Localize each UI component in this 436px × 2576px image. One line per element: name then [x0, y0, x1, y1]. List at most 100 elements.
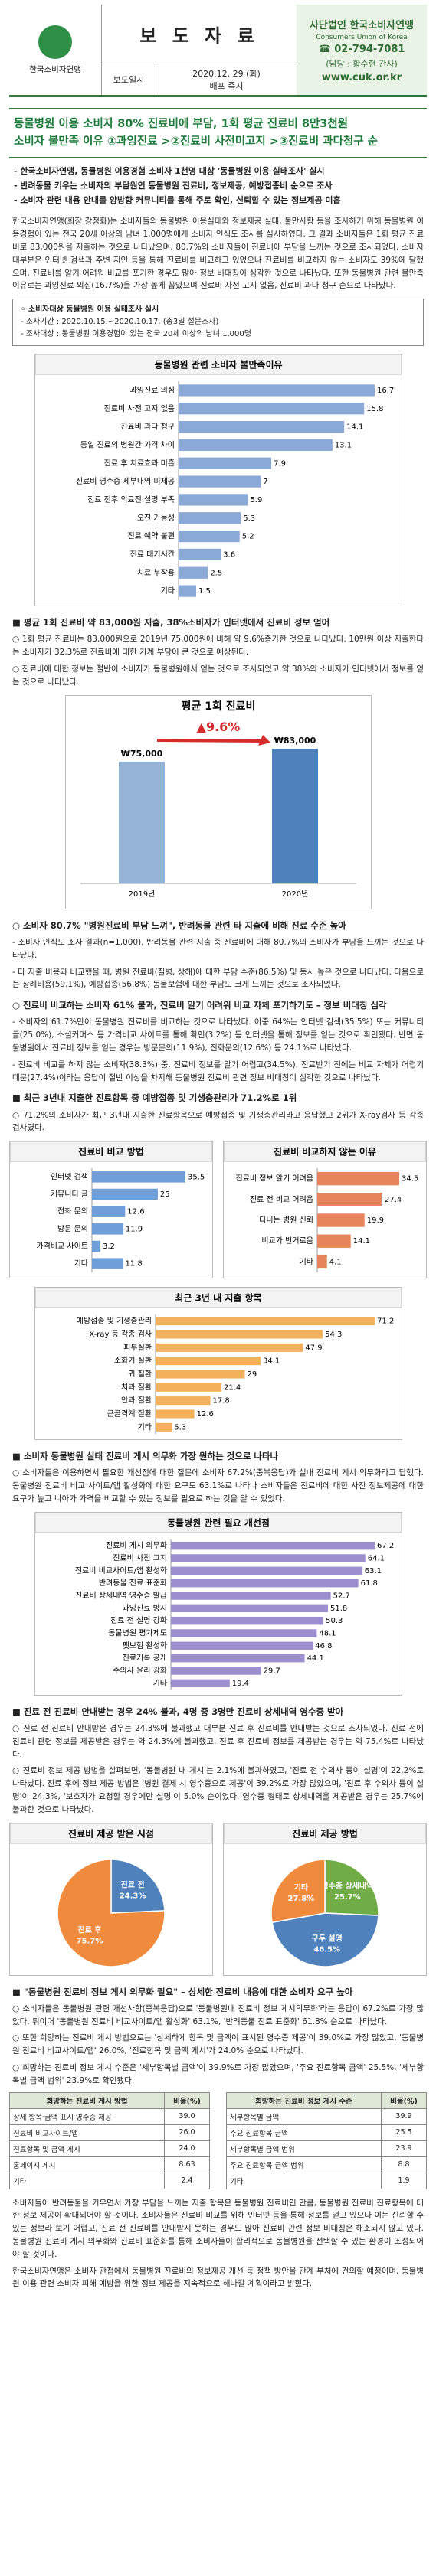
table-cell: 세부항목별 금액 — [226, 2107, 382, 2125]
headline-line: 동물병원 이용 소비자 80% 진료비에 부담, 1회 평균 진료비 8만3천원 — [14, 118, 349, 130]
value-label: 15.8 — [366, 405, 383, 413]
section: ○ 소비자 80.7% "병원진료비 부담 느껴", 반려동물 관련 타 지출에… — [0, 919, 436, 991]
bar — [170, 1667, 261, 1675]
paragraph: ○ 진료 전 진료비 안내받은 경우는 24.3%에 불과했고 대부분 진료 후… — [12, 1724, 424, 1759]
table-cell: 상세 항목·금액 표시 영수증 제공 — [9, 2107, 165, 2125]
slice-value: 25.7% — [334, 1893, 361, 1902]
doc-title: 보 도 자 료 — [102, 5, 297, 64]
table-cell: 2.4 — [164, 2172, 210, 2189]
category-label: 진료 대기시간 — [129, 550, 174, 560]
chart-title: 평균 1회 진료비 — [181, 700, 255, 713]
bar — [155, 1396, 210, 1406]
date-cell: 2020.12. 29 (화) 배포 즉시 — [156, 64, 297, 95]
chart-title: 동물병원 관련 필요 개선점 — [167, 1517, 270, 1528]
intro: 한국소비자연맹(회장 강정화)는 소비자들의 동물병원 이용실태와 정보제공 실… — [0, 215, 436, 292]
section-heading: ■ 평균 1회 진료비 약 83,000원 지출, 38%소비자가 인터넷에서 … — [12, 617, 330, 628]
category-label: 진료비 사전 고지 — [113, 1553, 167, 1562]
value-label: 12.6 — [196, 1410, 213, 1419]
value-label: 19.9 — [367, 1216, 384, 1225]
contact: (담당 : 황수현 간사) — [326, 58, 398, 69]
category-label: 반려동물 진료 표준화 — [98, 1579, 166, 1588]
value-label: 4.1 — [329, 1259, 342, 1267]
value-label: 52.7 — [333, 1592, 349, 1600]
bar — [317, 1255, 327, 1269]
category-label: 진료비 상세내역 영수증 발급 — [75, 1591, 167, 1600]
header-middle: 보 도 자 료 보도일시 2020.12. 29 (화) 배포 즉시 — [102, 5, 297, 95]
paragraph: - 진료비 비교를 하지 않는 소비자(38.3%) 중, 진료비 정보를 알기… — [12, 1059, 424, 1082]
column-header: 비율(%) — [381, 2091, 427, 2109]
union-name: 사단법인 한국소비자연맹 — [309, 19, 415, 31]
table-cell: 1.9 — [381, 2172, 427, 2189]
value-label: 25 — [160, 1190, 170, 1199]
bar — [317, 1213, 365, 1227]
category-label: 기타 — [152, 1679, 166, 1688]
category-label: 진료비 사전 고지 없음 — [103, 403, 174, 413]
value-label: 34.1 — [262, 1357, 279, 1366]
value-label: 54.3 — [325, 1330, 342, 1339]
value-label: 21.4 — [223, 1384, 240, 1392]
header: 한국소비자연맹 보 도 자 료 보도일시 2020.12. 29 (화) 배포 즉… — [9, 5, 427, 97]
value-label: 11.8 — [126, 1260, 143, 1268]
bar — [178, 585, 196, 597]
headline-line: 소비자 불만족 이유 ①과잉진료 >②진료비 사전미고지 >③진료비 과다청구 … — [14, 135, 379, 149]
category-label: 진료 전 설명 강화 — [110, 1616, 167, 1625]
chart-row: 진료비 제공 받은 시점 진료 전 24.3% 진료 후 75.7% 진료비 제공 방법 영… — [0, 1822, 436, 1978]
bar — [170, 1554, 366, 1562]
value-label: 3.2 — [103, 1242, 115, 1251]
bar — [118, 761, 165, 883]
chart-title: 동물병원 관련 소비자 불만족이유 — [154, 359, 282, 371]
paragraph: ○ 71.2%의 소비자가 최근 3년내 지출한 진료항목으로 예방접종 및 기… — [12, 1110, 424, 1133]
survey-box: ◦ 소비자대상 동물병원 이용 실태조사 실시 - 조사기간 : 2020.10… — [12, 299, 424, 347]
annotation: ▲9.6% — [196, 720, 240, 734]
value-label: 14.1 — [346, 423, 363, 432]
arrow-head — [257, 734, 270, 746]
category-label: 피부질환 — [123, 1344, 152, 1353]
bar — [271, 748, 318, 883]
chart-wrap: 동물병원 관련 필요 개선점 진료비 게시 의무화 67.2 진료비 사전 고지 64.… — [34, 1511, 402, 1698]
chart-row: 진료비 비교 방법 인터넷 검색 35.5 커뮤니티 글 25 전화 문의 12.6 방문 문… — [0, 1141, 436, 1281]
chart-frame — [64, 694, 372, 909]
value-label: 5.2 — [241, 533, 254, 541]
value-label: 35.5 — [188, 1174, 205, 1182]
closing: 소비자들이 반려동물을 키우면서 가장 부담을 느끼는 지출 항목은 동물병원 … — [0, 2197, 436, 2291]
section-heading: ■ 최근 3년내 지출한 진료항목 중 예방접종 및 기생충관리가 71.2%로… — [12, 1092, 297, 1104]
url: www.cuk.or.kr — [321, 71, 402, 83]
category-label: 방문 문의 — [57, 1225, 88, 1234]
value-label: 5.9 — [250, 496, 262, 504]
table-cell: 기타 — [226, 2172, 382, 2189]
bar — [170, 1604, 328, 1612]
survey-item: - 조사대상 : 동물병원 이용경험이 있는 전국 20세 이상의 남녀 1,0… — [21, 330, 251, 339]
phone: ☎ 02-794-7081 — [318, 43, 405, 55]
section: ■ 평균 1회 진료비 약 83,000원 지출, 38%소비자가 인터넷에서 … — [0, 616, 436, 688]
contact-box: 사단법인 한국소비자연맹 Consumers Union of Korea ☎ … — [297, 5, 427, 95]
category-label: 다니는 병원 신뢰 — [259, 1216, 313, 1225]
chart-wrap: 최근 3년 내 지출 항목 예방접종 및 기생충관리 71.2 X-ray 등 각종 … — [34, 1287, 402, 1442]
value-label: 11.9 — [126, 1226, 143, 1234]
bar — [178, 384, 375, 397]
section: ■ 소비자 동물병원 실태 진료비 게시 의무화 가장 원하는 것으로 나타나 ○… — [0, 1450, 436, 1506]
logo-mark — [38, 24, 72, 59]
bar — [178, 566, 208, 580]
category-label: 펫보험 활성화 — [122, 1641, 166, 1650]
category-label: 진료 전후 의료진 설명 부족 — [87, 495, 175, 504]
value-label: 17.8 — [212, 1397, 229, 1406]
category-label: 진료비 영수증 세부내역 미제공 — [75, 477, 174, 486]
release: 배포 즉시 — [209, 81, 244, 91]
category-label: 전화 문의 — [57, 1207, 88, 1216]
value-label: 2.5 — [210, 569, 222, 577]
pie-slice — [57, 1858, 166, 1967]
value-label: 14.1 — [353, 1237, 370, 1246]
table-cell: 진료비 비교사이트/앱 — [9, 2124, 165, 2141]
chart-wrap: 진료비 비교하지 않는 이유 진료비 정보 알기 어려움 34.5 진료 전 비교 어… — [223, 1141, 427, 1281]
value-label: 34.5 — [402, 1175, 418, 1184]
table-row: 홈페이지 게시 8.63 — [9, 2156, 210, 2173]
headline: 동물병원 이용 소비자 80% 진료비에 부담, 1회 평균 진료비 8만3천원… — [9, 108, 427, 159]
category-label: 안과 질환 — [121, 1396, 152, 1406]
chart-title-box — [34, 354, 402, 375]
value-label: 29 — [247, 1370, 257, 1379]
bar — [170, 1592, 331, 1600]
column-header: 비율(%) — [164, 2091, 210, 2109]
